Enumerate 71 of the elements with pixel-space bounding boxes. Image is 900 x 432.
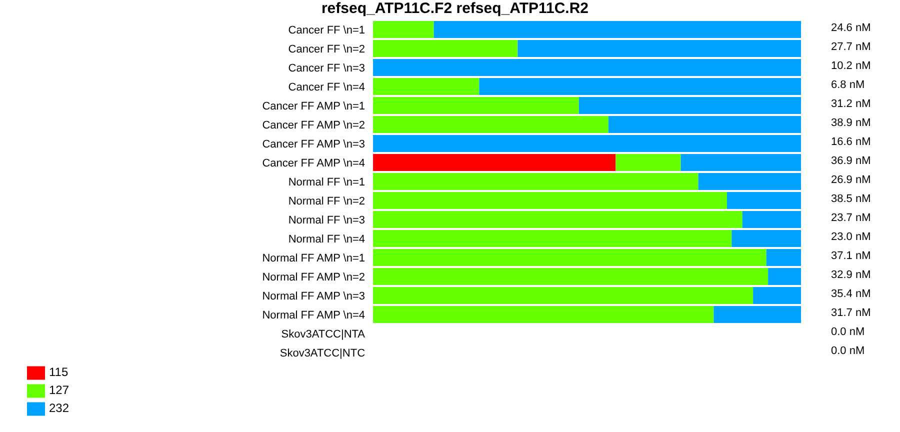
y-tick-label: Cancer FF \n=1 <box>288 24 366 36</box>
bar <box>373 59 801 76</box>
bar <box>373 268 768 285</box>
chart-title: refseq_ATP11C.F2 refseq_ATP11C.R2 <box>321 0 589 17</box>
y-tick-label: Normal FF AMP \n=1 <box>262 252 366 264</box>
text: 16.6 nM <box>831 136 871 148</box>
bar <box>373 21 434 38</box>
bar <box>753 287 801 304</box>
text: 27.7 nM <box>831 41 871 53</box>
bar <box>373 154 616 171</box>
bar <box>616 154 681 171</box>
text: 26.9 nM <box>831 174 871 186</box>
bar <box>373 135 801 152</box>
y-tick-label: Cancer FF AMP \n=3 <box>262 138 366 150</box>
text: 23.7 nM <box>831 212 871 224</box>
bar <box>373 192 727 209</box>
bar <box>373 287 754 304</box>
y-tick-label: Normal FF \n=4 <box>288 233 366 246</box>
legend-label: 127 <box>49 383 70 398</box>
bar <box>608 116 801 133</box>
y-tick-label: Normal FF AMP \n=3 <box>262 290 366 302</box>
y-tick-label: Cancer FF \n=2 <box>288 43 366 56</box>
y-tick-label: Normal FF \n=2 <box>288 195 366 208</box>
bar <box>373 211 742 228</box>
text: 32.9 nM <box>831 269 871 281</box>
bar <box>578 97 801 114</box>
bar <box>373 97 579 114</box>
bar <box>373 306 714 323</box>
bar <box>732 230 801 247</box>
bar <box>434 21 801 38</box>
bar <box>698 173 801 190</box>
y-tick-label: Cancer FF AMP \n=2 <box>262 119 366 132</box>
bar <box>373 40 518 57</box>
bar <box>680 154 801 171</box>
bar <box>373 230 732 247</box>
text: 0.0 nM <box>831 345 865 357</box>
text: 6.8 nM <box>831 79 865 91</box>
y-tick-label: Cancer FF \n=4 <box>288 81 366 94</box>
y-tick-label: Skov3ATCC|NTA <box>281 328 366 340</box>
text: 24.6 nM <box>831 22 871 34</box>
y-tick-label: Cancer FF AMP \n=1 <box>262 100 366 112</box>
bar <box>726 192 801 209</box>
y-tick-label: Normal FF AMP \n=2 <box>262 271 366 284</box>
y-tick-label: Normal FF \n=1 <box>288 176 366 188</box>
text: 31.2 nM <box>831 98 871 110</box>
text: 23.0 nM <box>831 231 871 243</box>
y-tick-label: Normal FF AMP \n=4 <box>262 309 366 322</box>
text: 37.1 nM <box>831 250 871 262</box>
text: 38.9 nM <box>831 117 871 129</box>
bar <box>742 211 801 228</box>
y-tick-label: Normal FF \n=3 <box>288 214 366 226</box>
y-tick-label: Skov3ATCC|NTC <box>280 347 366 360</box>
text: 36.9 nM <box>831 155 871 167</box>
bar <box>479 78 801 95</box>
text: 0.0 nM <box>831 326 865 338</box>
bar <box>518 40 801 57</box>
text: 10.2 nM <box>831 60 871 72</box>
bar <box>373 78 480 95</box>
bar <box>768 268 801 285</box>
bar <box>766 249 801 266</box>
text: 35.4 nM <box>831 288 871 300</box>
y-tick-label: Cancer FF \n=3 <box>288 62 366 74</box>
legend-label: 115 <box>49 365 68 380</box>
bar <box>373 173 698 190</box>
text: 31.7 nM <box>831 307 871 319</box>
legend-label: 232 <box>49 401 70 416</box>
bar <box>373 249 766 266</box>
y-tick-label: Cancer FF AMP \n=4 <box>262 157 366 170</box>
bar <box>373 116 608 133</box>
text: 38.5 nM <box>831 193 871 205</box>
bar <box>714 306 801 323</box>
